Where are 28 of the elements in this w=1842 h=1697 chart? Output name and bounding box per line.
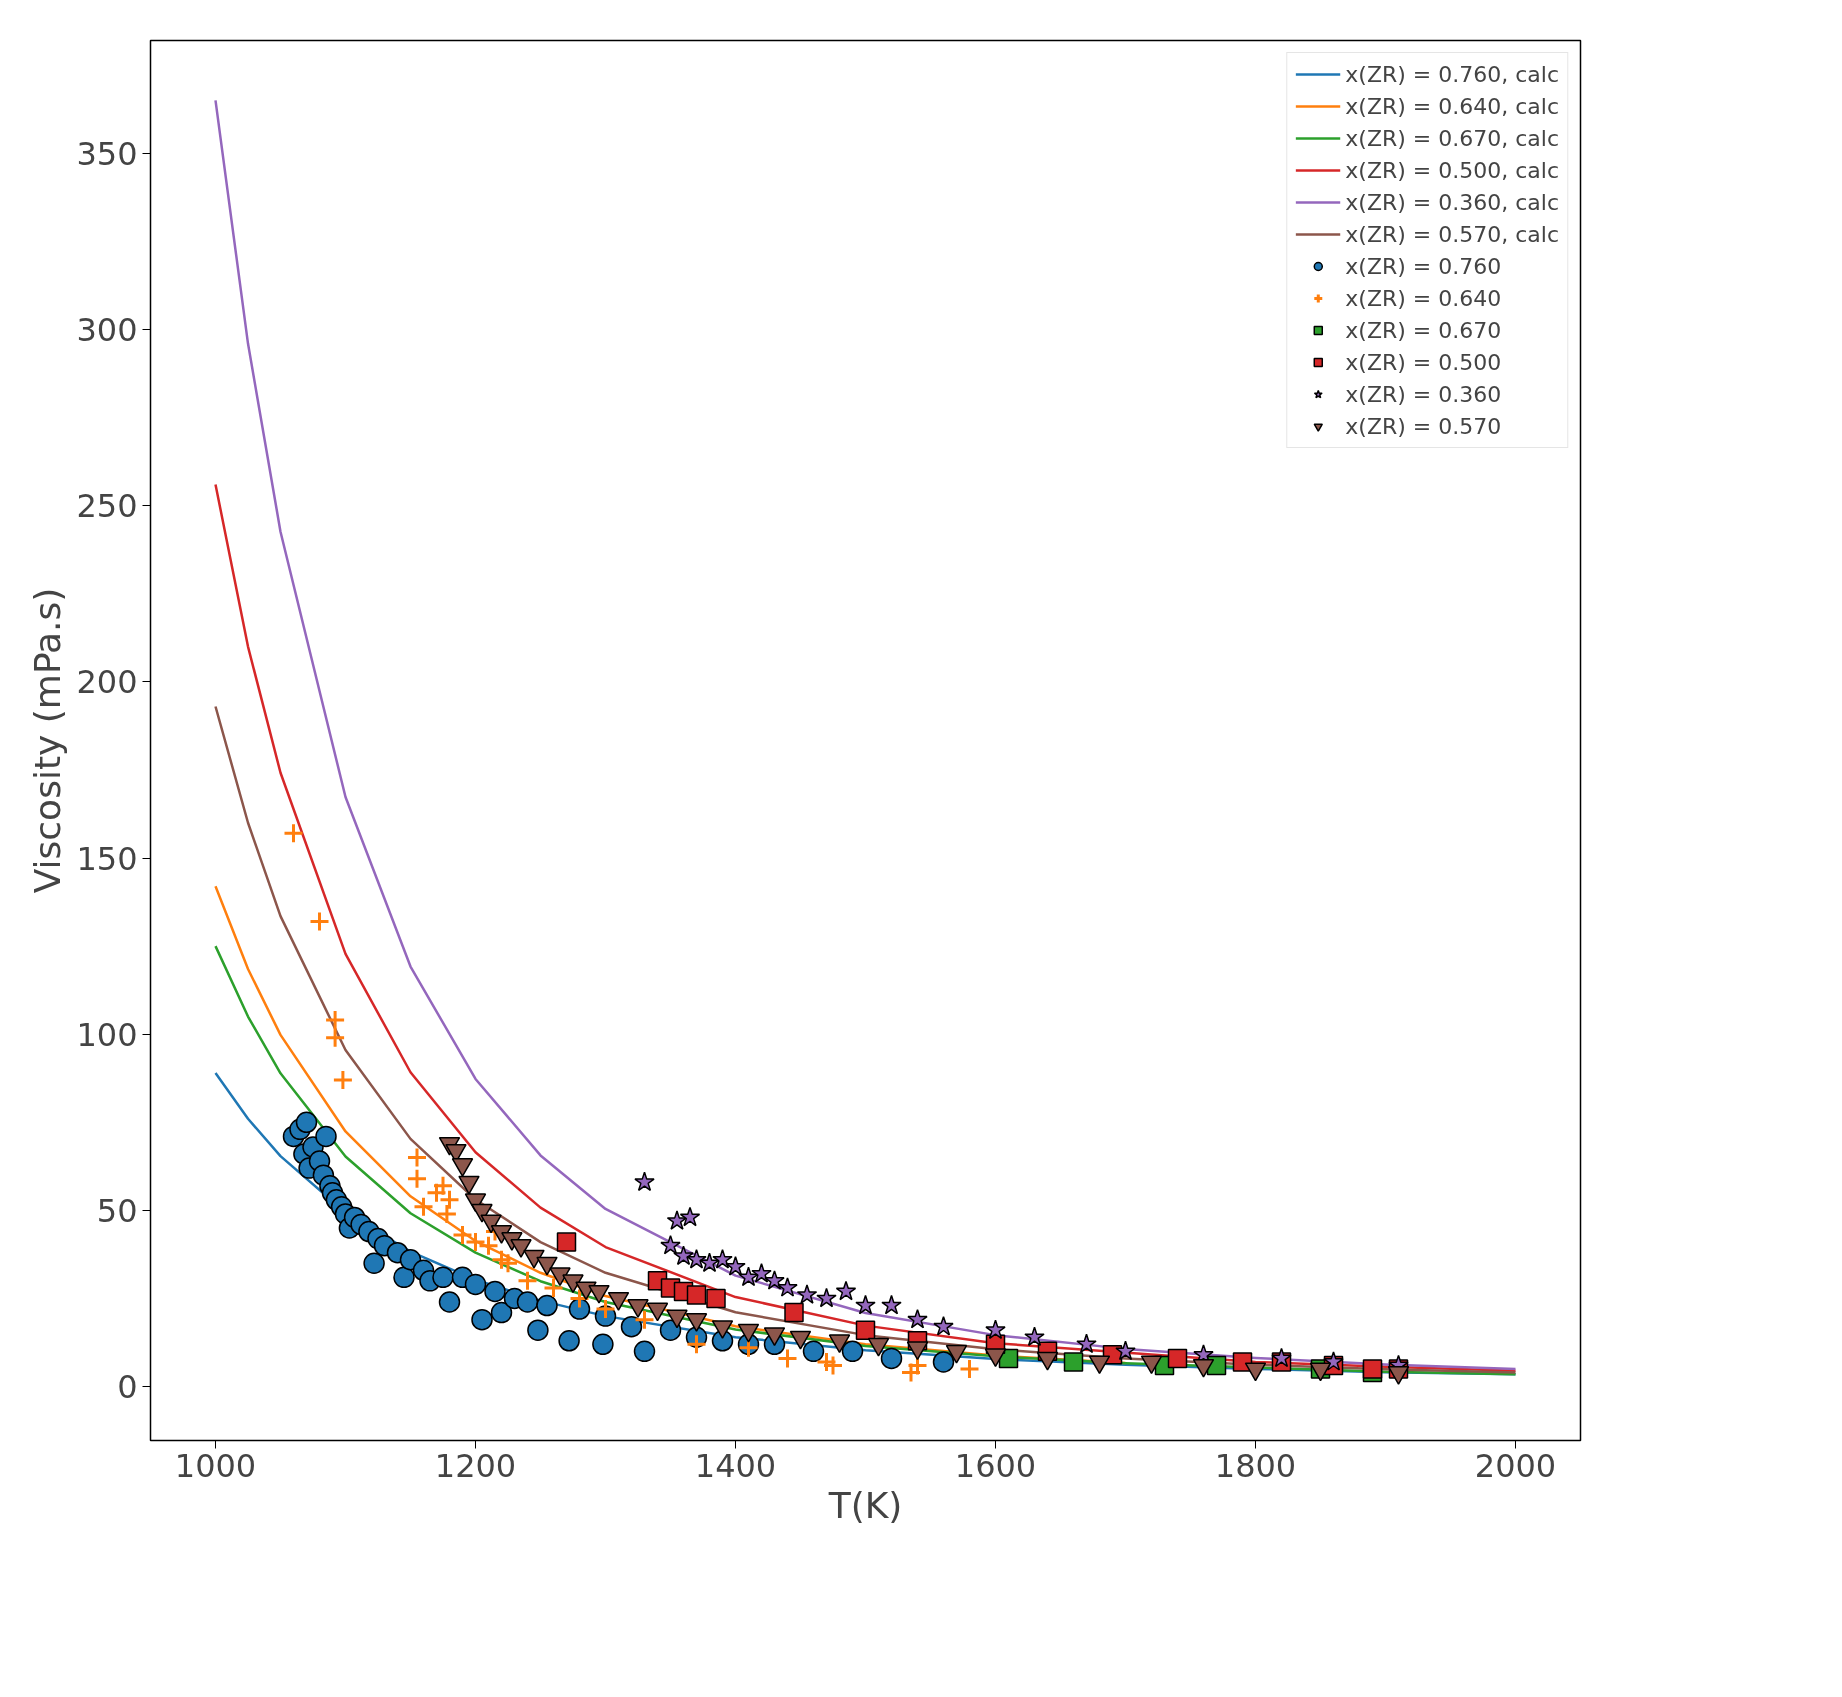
legend-label: x(ZR) = 0.360: [1345, 381, 1502, 407]
legend-label: x(ZR) = 0.500: [1345, 349, 1502, 375]
y-tick-label: 100: [76, 1015, 138, 1054]
y-tick-label: 200: [76, 663, 138, 702]
y-tick-label: 300: [76, 310, 138, 349]
legend-label: x(ZR) = 0.360, calc: [1345, 189, 1559, 215]
x-axis-title: T(K): [827, 1484, 903, 1526]
x-tick-label: 2000: [1474, 1446, 1557, 1485]
legend-label: x(ZR) = 0.760: [1345, 253, 1502, 279]
y-tick-label: 50: [96, 1191, 138, 1230]
x-tick-label: 1400: [694, 1446, 777, 1485]
y-tick-label: 0: [117, 1368, 138, 1407]
x-tick-label: 1800: [1214, 1446, 1297, 1485]
x-tick-label: 1000: [174, 1446, 257, 1485]
y-tick-label: 250: [76, 487, 138, 526]
x-tick-label: 1600: [954, 1446, 1037, 1485]
legend-label: x(ZR) = 0.670, calc: [1345, 125, 1559, 151]
legend-label: x(ZR) = 0.760, calc: [1345, 61, 1559, 87]
y-tick-label: 150: [76, 839, 138, 878]
legend-label: x(ZR) = 0.570: [1345, 413, 1502, 439]
legend-label: x(ZR) = 0.670: [1345, 317, 1502, 343]
legend-label: x(ZR) = 0.640: [1345, 285, 1502, 311]
legend-label: x(ZR) = 0.500, calc: [1345, 157, 1559, 183]
x-tick-label: 1200: [434, 1446, 517, 1485]
legend-label: x(ZR) = 0.640, calc: [1345, 93, 1559, 119]
legend-label: x(ZR) = 0.570, calc: [1345, 221, 1559, 247]
y-axis-title: Viscosity (mPa.s): [27, 587, 69, 894]
y-tick-label: 350: [76, 134, 138, 173]
